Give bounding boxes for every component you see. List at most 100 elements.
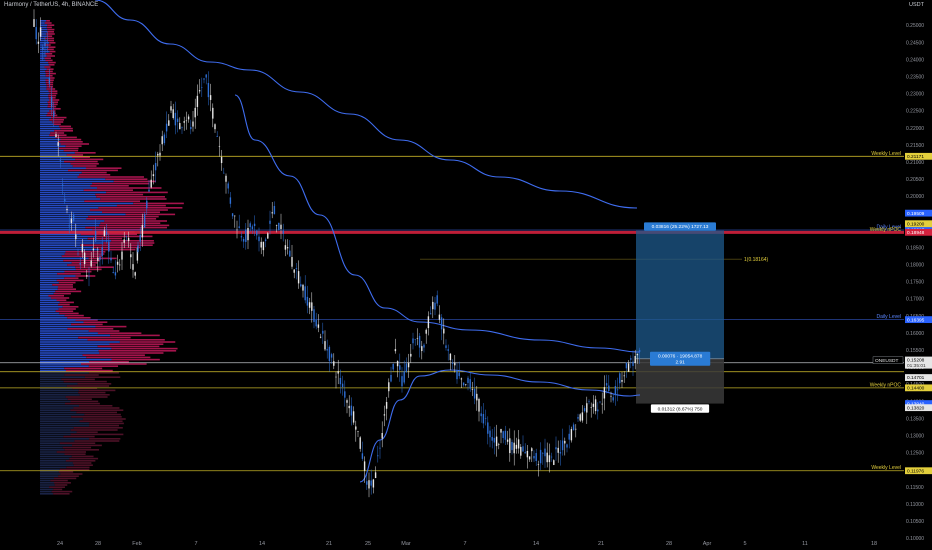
volume-bar-sell (70, 433, 124, 436)
candle-countdown: 01:35:01 (907, 363, 926, 369)
volume-bar-buy (40, 160, 65, 163)
volume-bar-buy (40, 209, 90, 211)
volume-bar-sell (64, 270, 92, 273)
volume-bar-buy (40, 174, 80, 176)
volume-bar-sell (64, 453, 86, 455)
date-tick: 21 (326, 541, 332, 547)
volume-bar-sell (95, 193, 144, 196)
date-tick: 28 (666, 541, 672, 547)
ma-line-1 (94, 0, 638, 209)
candle-down (99, 257, 101, 260)
candle-down (330, 354, 333, 358)
candle-down (223, 172, 225, 174)
volume-bar-buy (40, 134, 50, 136)
candle-up (627, 363, 630, 372)
volume-bar-buy (40, 189, 84, 191)
price-tick: 0.15500 (906, 348, 924, 354)
candle-up (557, 447, 559, 453)
date-tick: 18 (871, 541, 877, 547)
volume-bar-sell (79, 420, 123, 422)
candle-down (405, 363, 408, 373)
volume-bar-buy (40, 325, 96, 328)
candle-up (346, 400, 348, 403)
candle-up (271, 212, 273, 214)
long-position-tool[interactable]: 0.03816 (25.22%) 1727.13 0.00076 · 19054.… (636, 222, 724, 413)
candle-up (575, 428, 577, 430)
candle-up (594, 399, 597, 412)
price-tag-box (905, 316, 932, 324)
volume-bar-sell (49, 99, 60, 101)
volume-bar-sell (72, 444, 102, 447)
candle-down (256, 230, 258, 236)
candle-up (121, 251, 123, 260)
volume-bar-buy (40, 77, 50, 79)
candle-down (253, 223, 256, 227)
volume-bar-buy (40, 429, 71, 431)
candle-up (520, 446, 522, 456)
volume-bar-sell (46, 35, 53, 37)
volume-bar-buy (40, 127, 61, 130)
volume-bar-sell (64, 277, 79, 279)
volume-bar-sell (78, 405, 113, 407)
volume-bar-sell (78, 389, 116, 392)
volume-bar-sell (77, 176, 144, 178)
candle-down (61, 184, 64, 186)
date-tick: 7 (194, 541, 197, 547)
candle-up (66, 209, 68, 211)
volume-bar-sell (88, 257, 117, 260)
candle-down (482, 414, 485, 424)
volume-bar-sell (48, 103, 58, 106)
candle-down (619, 373, 621, 384)
candle-down (539, 449, 542, 464)
candle-down (504, 430, 507, 440)
volume-bar-sell (49, 486, 65, 488)
volume-bar-buy (40, 103, 49, 106)
candle-up (161, 136, 163, 145)
volume-bar-buy (40, 374, 65, 376)
price-unit: USDT (909, 2, 924, 8)
candle-up (564, 440, 566, 444)
volume-bar-sell (105, 178, 148, 180)
price-tick: 0.22000 (906, 126, 924, 132)
volume-bar-sell (52, 108, 61, 110)
volume-bar-buy (40, 116, 52, 119)
volume-bar-buy (40, 464, 74, 466)
volume-bar-buy (40, 235, 94, 238)
candle-down (42, 47, 44, 50)
candle-down (392, 363, 394, 370)
volume-bar-sell (60, 138, 82, 141)
volume-bar-sell (59, 301, 74, 304)
candle-up (471, 389, 474, 390)
volume-bar-sell (133, 202, 184, 205)
volume-bar-sell (72, 165, 97, 167)
candle-down (125, 236, 128, 237)
volume-bar-sell (77, 383, 112, 385)
candle-down (148, 189, 150, 192)
price-tick: 0.11500 (906, 485, 924, 491)
volume-bar-buy (40, 279, 57, 282)
candle-up (357, 431, 359, 432)
candle-up (92, 248, 95, 251)
candle-down (361, 453, 364, 459)
volume-bar-buy (40, 198, 101, 200)
volume-bar-sell (62, 446, 92, 449)
volume-bar-buy (40, 46, 49, 48)
volume-bar-buy (40, 108, 53, 110)
volume-bar-buy (40, 490, 52, 493)
volume-bar-buy (40, 158, 76, 161)
candle-down (139, 234, 141, 242)
price-tag: 0.13820 (907, 405, 925, 411)
volume-bar-sell (45, 37, 55, 40)
volume-bar-sell (70, 400, 99, 403)
price-tick: 0.16000 (906, 331, 924, 337)
volume-bar-buy (40, 125, 60, 128)
candle-down (295, 268, 298, 269)
volume-bar-sell (58, 281, 76, 284)
candle-down (238, 226, 240, 228)
volume-bar-buy (40, 123, 54, 125)
candle-up (590, 407, 592, 408)
volume-bar-buy (40, 35, 47, 37)
volume-bar-sell (54, 130, 73, 132)
candle-down (143, 214, 146, 228)
